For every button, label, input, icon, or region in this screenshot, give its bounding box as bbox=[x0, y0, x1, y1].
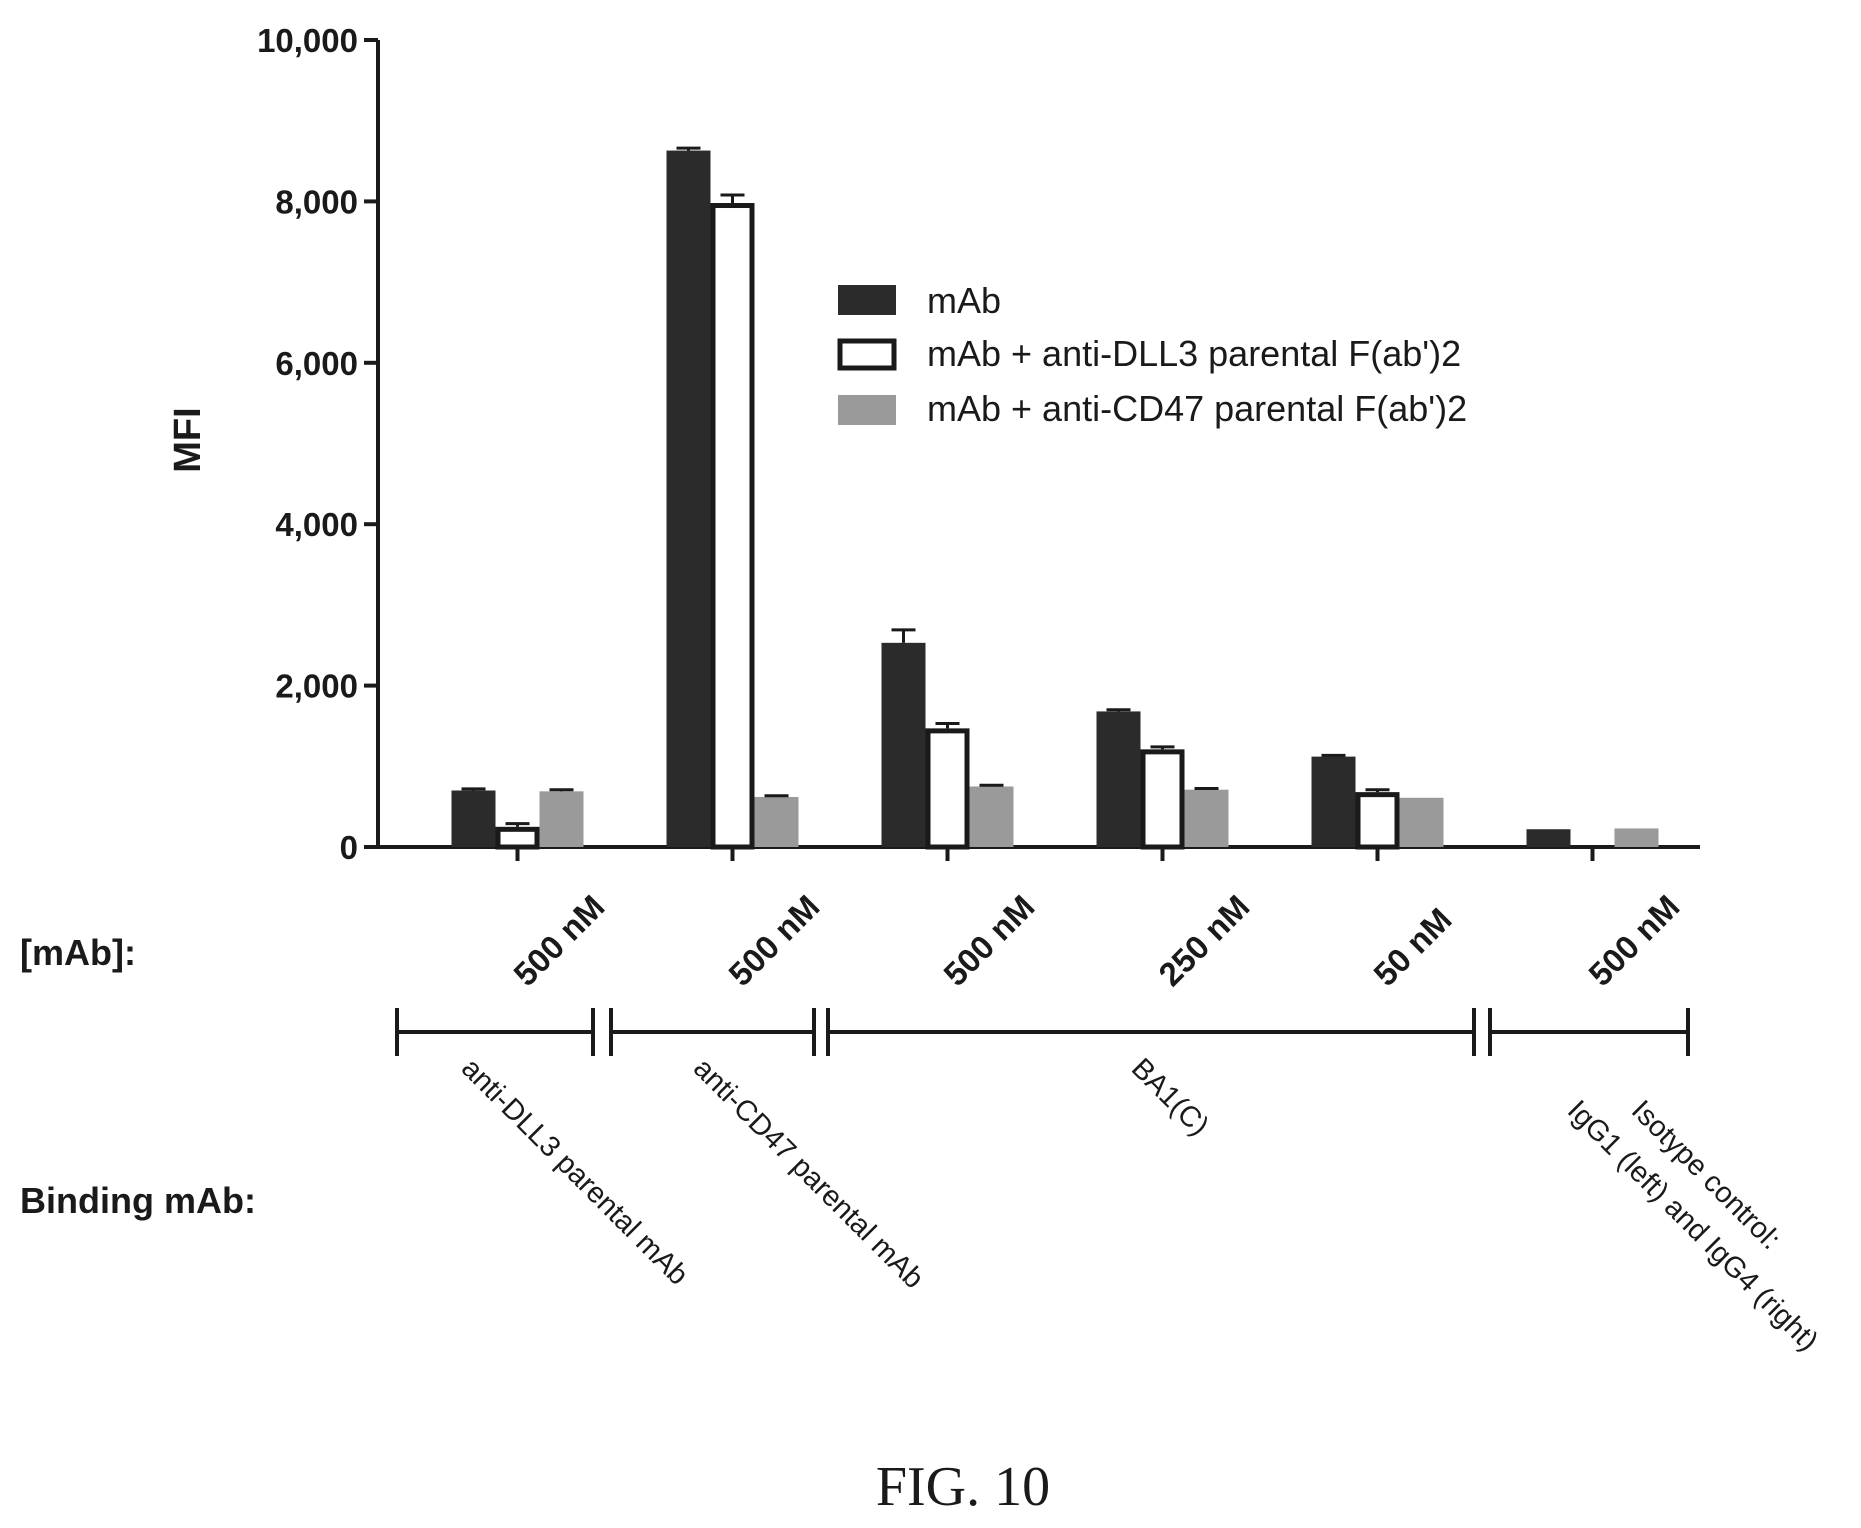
bar-anti-dll3 bbox=[925, 728, 970, 850]
group-brackets bbox=[395, 1008, 1690, 1056]
bracket-anti-dll3 bbox=[395, 1008, 595, 1056]
bar-anti-dll3 bbox=[710, 203, 755, 850]
legend-label-mab: mAb bbox=[927, 280, 1001, 321]
bar-anti-cd47 bbox=[754, 796, 799, 847]
x-axis-ticks bbox=[515, 847, 1595, 861]
bar-anti-cd47 bbox=[1399, 797, 1444, 847]
bar-mab bbox=[1526, 829, 1571, 847]
bracket-isotype-control bbox=[1488, 1008, 1690, 1056]
x-tick-label: 250 nM bbox=[1151, 888, 1256, 993]
figure-caption: FIG. 10 bbox=[876, 1456, 1050, 1518]
bar-anti-cd47 bbox=[539, 791, 584, 847]
bar-anti-dll3 bbox=[1140, 749, 1185, 850]
x-tick-label: 500 nM bbox=[721, 888, 826, 993]
group-label-ba1c: BA1(C) bbox=[1125, 1052, 1215, 1142]
y-tick-label: 0 bbox=[340, 829, 358, 866]
bar-mab bbox=[1096, 711, 1141, 847]
bracket-ba1c bbox=[826, 1008, 1476, 1056]
group-label-anti-cd47: anti-CD47 parental mAb bbox=[687, 1052, 930, 1295]
y-tick-label: 4,000 bbox=[275, 506, 358, 543]
y-tick-label: 6,000 bbox=[275, 345, 358, 382]
bar-mab bbox=[451, 790, 496, 847]
legend: mAb mAb + anti-DLL3 parental F(ab')2 mAb… bbox=[837, 280, 1467, 429]
bracket-anti-cd47 bbox=[609, 1008, 816, 1056]
x-tick-label: 500 nM bbox=[506, 888, 611, 993]
concentration-labels: 500 nM 500 nM 500 nM 250 nM 50 nM 500 nM bbox=[506, 888, 1686, 993]
legend-swatch-anti-cd47 bbox=[838, 395, 896, 425]
legend-label-anti-dll3: mAb + anti-DLL3 parental F(ab')2 bbox=[927, 333, 1461, 374]
x-tick-label: 500 nM bbox=[1581, 888, 1686, 993]
group-label-anti-dll3: anti-DLL3 parental mAb bbox=[455, 1052, 694, 1291]
bar-anti-dll3 bbox=[495, 826, 540, 850]
legend-swatch-anti-dll3 bbox=[837, 338, 897, 371]
bars-layer bbox=[451, 146, 1659, 850]
x-tick-label: 50 nM bbox=[1366, 901, 1458, 993]
group-label-isotype-line2: IgG1 (left) and IgG4 (right) bbox=[1561, 1094, 1824, 1357]
bar-mab bbox=[666, 150, 711, 847]
y-tick-label: 10,000 bbox=[257, 22, 358, 59]
bar-anti-cd47 bbox=[969, 786, 1014, 847]
y-tick-label: 2,000 bbox=[275, 668, 358, 705]
legend-swatch-mab bbox=[838, 285, 896, 315]
bar-anti-dll3 bbox=[1355, 792, 1400, 850]
concentration-row-label: [mAb]: bbox=[20, 932, 136, 973]
bar-mab bbox=[1311, 756, 1356, 847]
binding-row-label: Binding mAb: bbox=[20, 1180, 256, 1221]
bar-mab bbox=[881, 642, 926, 847]
y-axis-ticks: 0 2,000 4,000 6,000 8,000 10,000 bbox=[257, 22, 378, 866]
y-axis-title: MFI bbox=[167, 407, 209, 472]
x-tick-label: 500 nM bbox=[936, 888, 1041, 993]
bar-anti-cd47 bbox=[1184, 789, 1229, 847]
legend-label-anti-cd47: mAb + anti-CD47 parental F(ab')2 bbox=[927, 388, 1467, 429]
bar-anti-cd47 bbox=[1614, 828, 1659, 847]
y-tick-label: 8,000 bbox=[275, 183, 358, 220]
